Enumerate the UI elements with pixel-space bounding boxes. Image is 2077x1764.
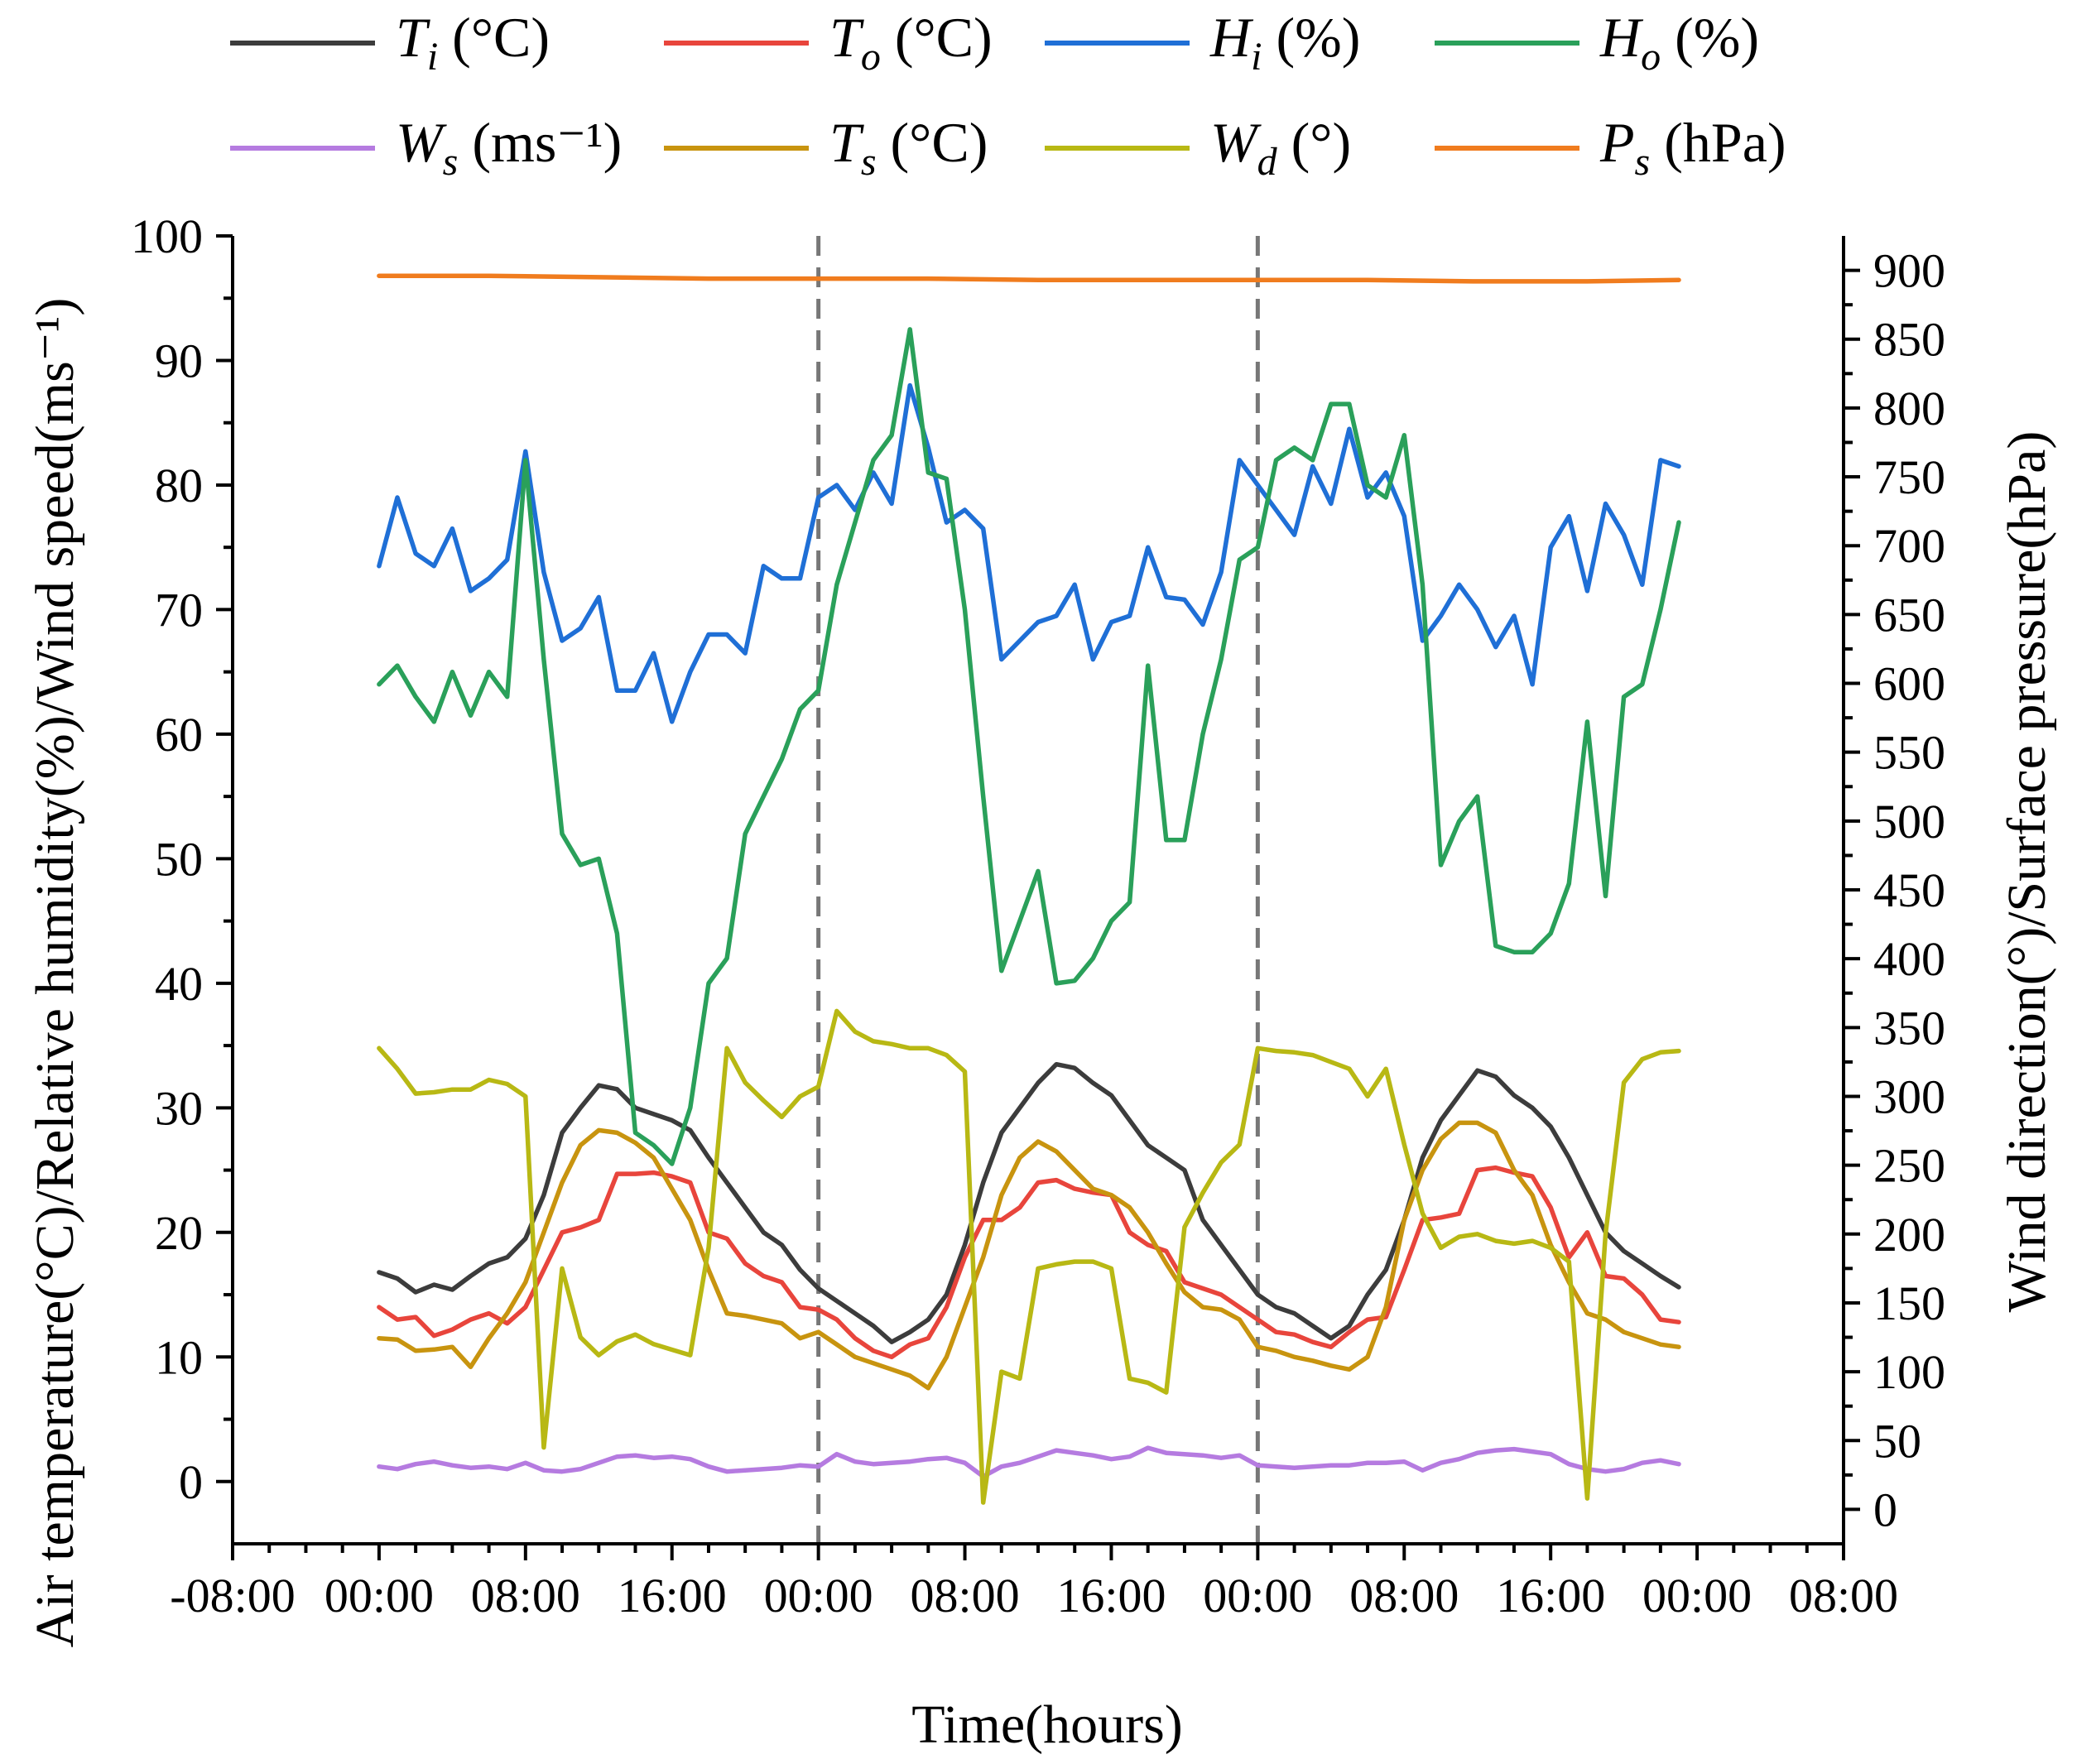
legend-label: Ws (ms⁻¹) (396, 111, 622, 184)
y-left-tick-label: 50 (155, 832, 203, 886)
legend-label: Wd (°) (1210, 111, 1351, 184)
legend-item-Wd: Wd (°) (1045, 111, 1351, 184)
x-tick-label: 08:00 (471, 1569, 580, 1622)
y-left-tick-label: 100 (131, 209, 203, 263)
axes: -08:00 00:00 08:00 16:00 00:00 08:00 16:00 00:0… (131, 209, 1945, 1622)
y-left-tick-label: 20 (155, 1206, 203, 1260)
legend-label: To (°C) (829, 6, 993, 79)
x-tick-label: 08:00 (1349, 1569, 1459, 1622)
y-right-tick-label: 300 (1873, 1069, 1945, 1123)
legend-label: Ho (%) (1599, 6, 1759, 79)
x-tick-label: -08:00 (170, 1569, 295, 1622)
y-right-tick-label: 100 (1873, 1345, 1945, 1399)
series-line-Ho (377, 327, 1681, 1166)
legend-label: Hi (%) (1209, 6, 1360, 79)
legend-item-Ti: Ti (°C) (230, 6, 550, 79)
y-right-tick-label: 600 (1873, 657, 1945, 711)
y-left-tick-label: 60 (155, 708, 203, 762)
legend-label: Ps (hPa) (1599, 111, 1786, 184)
plot-area (816, 236, 1260, 1544)
legend-item-Ts: Ts (°C) (664, 111, 988, 184)
y-right-tick-label: 550 (1873, 726, 1945, 780)
series-line-Hi (377, 382, 1681, 724)
y-right-tick-label: 500 (1873, 795, 1945, 848)
y-left-tick-label: 30 (155, 1081, 203, 1135)
legend-item-Ws: Ws (ms⁻¹) (230, 111, 622, 184)
legend-label: Ti (°C) (396, 6, 550, 79)
series-line-Ti (377, 1061, 1681, 1344)
legend: Ti (°C) To (°C) Hi (%) Ho (%) Ws (ms⁻¹) Ts (°… (230, 6, 1786, 184)
y-right-tick-label: 750 (1873, 450, 1945, 504)
y-right-tick-label: 700 (1873, 519, 1945, 573)
x-tick-label: 16:00 (1496, 1569, 1605, 1622)
y-right-tick-label: 900 (1873, 244, 1945, 298)
x-tick-label: 16:00 (618, 1569, 727, 1622)
x-tick-label: 00:00 (1203, 1569, 1312, 1622)
x-tick-label: 00:00 (325, 1569, 434, 1622)
y-right-tick-label: 850 (1873, 313, 1945, 367)
series-layer (377, 273, 1681, 1505)
y-right-tick-label: 400 (1873, 932, 1945, 986)
y-right-tick-label: 650 (1873, 588, 1945, 642)
x-axis-title: Time(hours) (911, 1694, 1183, 1755)
x-tick-label: 16:00 (1056, 1569, 1166, 1622)
x-tick-label: 08:00 (910, 1569, 1019, 1622)
y-right-tick-label: 350 (1873, 1001, 1945, 1055)
y-left-tick-label: 80 (155, 459, 203, 512)
y-right-tick-label: 150 (1873, 1276, 1945, 1330)
y-right-tick-label: 200 (1873, 1208, 1945, 1262)
legend-item-To: To (°C) (664, 6, 993, 79)
y-left-tick-label: 0 (179, 1455, 203, 1509)
y-right-tick-label: 0 (1873, 1483, 1897, 1536)
series-line-Ps (377, 273, 1681, 284)
legend-item-Ps: Ps (hPa) (1435, 111, 1786, 184)
series-line-To (377, 1165, 1681, 1360)
y-left-tick-label: 10 (155, 1330, 203, 1384)
x-tick-label: 00:00 (764, 1569, 873, 1622)
y-right-tick-label: 250 (1873, 1139, 1945, 1193)
series-line-Ts (377, 1120, 1681, 1391)
legend-item-Hi: Hi (%) (1045, 6, 1360, 79)
legend-item-Ho: Ho (%) (1435, 6, 1759, 79)
y-right-tick-label: 50 (1873, 1414, 1921, 1468)
legend-label: Ts (°C) (829, 111, 988, 184)
y-left-tick-label: 90 (155, 334, 203, 387)
x-tick-label: 08:00 (1789, 1569, 1898, 1622)
y-axis-left-title: Air temperature(°C)/Relative humidity(%)… (25, 298, 85, 1648)
y-left-tick-label: 40 (155, 957, 203, 1011)
y-right-tick-label: 450 (1873, 863, 1945, 917)
y-left-tick-label: 70 (155, 583, 203, 637)
y-axis-right-title: Wind direction(°)/Surface pressure(hPa) (1997, 431, 2057, 1313)
y-right-tick-label: 800 (1873, 382, 1945, 435)
series-line-Ws (377, 1445, 1681, 1479)
x-tick-label: 00:00 (1642, 1569, 1752, 1622)
series-line-Wd (377, 1008, 1681, 1505)
